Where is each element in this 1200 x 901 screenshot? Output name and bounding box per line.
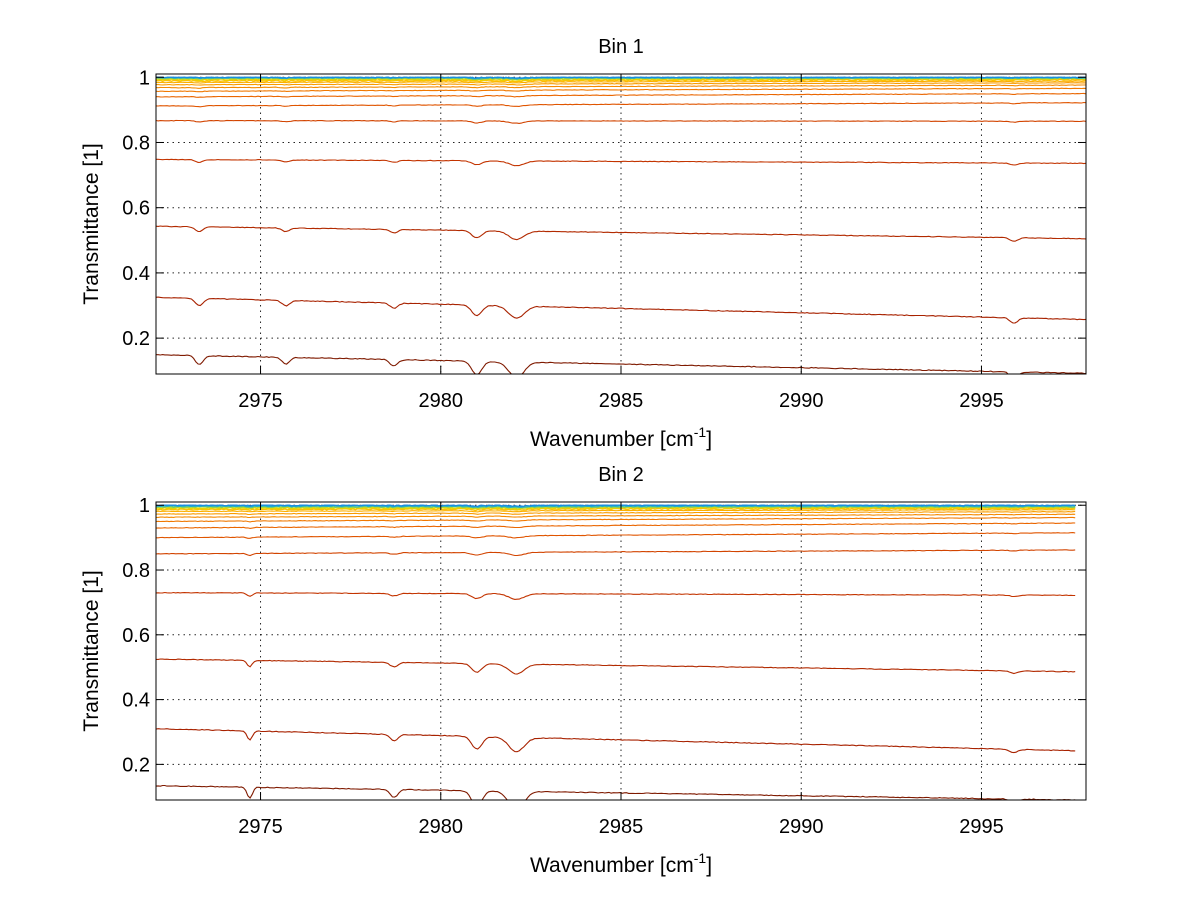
series-line-9 [156,513,1076,519]
x-tick-label: 2980 [419,390,464,412]
series-line-11 [156,509,1076,513]
x-tick-label: 2975 [238,390,283,412]
series-line-8 [156,87,1086,93]
x-tick-label: 2985 [599,390,644,412]
y-axis-label: Transmittance [1] [80,143,103,304]
series-line-1 [156,784,1076,800]
chart-panel-bin-2: 2975 2980 2985 2990 2995 0.2 0.4 0.6 0.8 1 Bin 2 Wa… [80,464,1087,877]
y-tick-label: 0.2 [122,328,150,350]
series-line-8 [156,516,1076,523]
ticks: 2975 2980 2985 2990 2995 0.2 0.4 0.6 0.8 1 [122,67,1086,412]
series-line-6 [156,101,1086,108]
x-tick-label: 2995 [959,390,1004,412]
y-tick-label: 0.4 [122,263,150,285]
series-line-5 [156,549,1076,557]
series-line-2 [156,728,1076,754]
chart-title: Bin 1 [598,36,644,58]
y-tick-label: 0.8 [122,560,150,582]
series-line-10 [156,82,1086,86]
series-line-17 [156,504,1076,508]
series-line-3 [156,225,1086,242]
y-tick-label: 0.8 [122,132,150,154]
x-tick-label: 2990 [779,816,824,838]
y-axis-label: Transmittance [1] [80,570,103,731]
series-line-5 [156,119,1086,124]
y-tick-label: 1 [139,67,150,89]
y-tick-label: 0.2 [122,754,150,776]
series-line-4 [156,158,1086,167]
x-tick-label: 2975 [238,816,283,838]
x-tick-label: 2995 [959,816,1004,838]
series-line-10 [156,510,1076,516]
series-line-1 [156,354,1086,374]
x-tick-label: 2985 [599,816,644,838]
series-group [156,504,1076,800]
series-line-7 [156,522,1076,529]
series-line-3 [156,658,1076,675]
x-tick-label: 2980 [419,816,464,838]
chart-title: Bin 2 [598,464,644,486]
chart-panel-bin-1: 2975 2980 2985 2990 2995 0.2 0.4 0.6 0.8 1 Bin 1 Wa… [80,36,1087,451]
ticks: 2975 2980 2985 2990 2995 0.2 0.4 0.6 0.8 1 [122,495,1086,838]
series-line-4 [156,591,1076,600]
x-axis-label: Wavenumber [cm-1] [530,424,712,451]
y-tick-label: 0.6 [122,198,150,220]
series-line-6 [156,532,1076,539]
series-line-9 [156,84,1086,89]
x-axis-label: Wavenumber [cm-1] [530,850,712,877]
series-line-2 [156,296,1086,324]
x-tick-label: 2990 [779,390,824,412]
y-tick-label: 1 [139,495,150,517]
series-line-7 [156,92,1086,98]
y-tick-label: 0.6 [122,625,150,647]
y-tick-label: 0.4 [122,690,150,712]
